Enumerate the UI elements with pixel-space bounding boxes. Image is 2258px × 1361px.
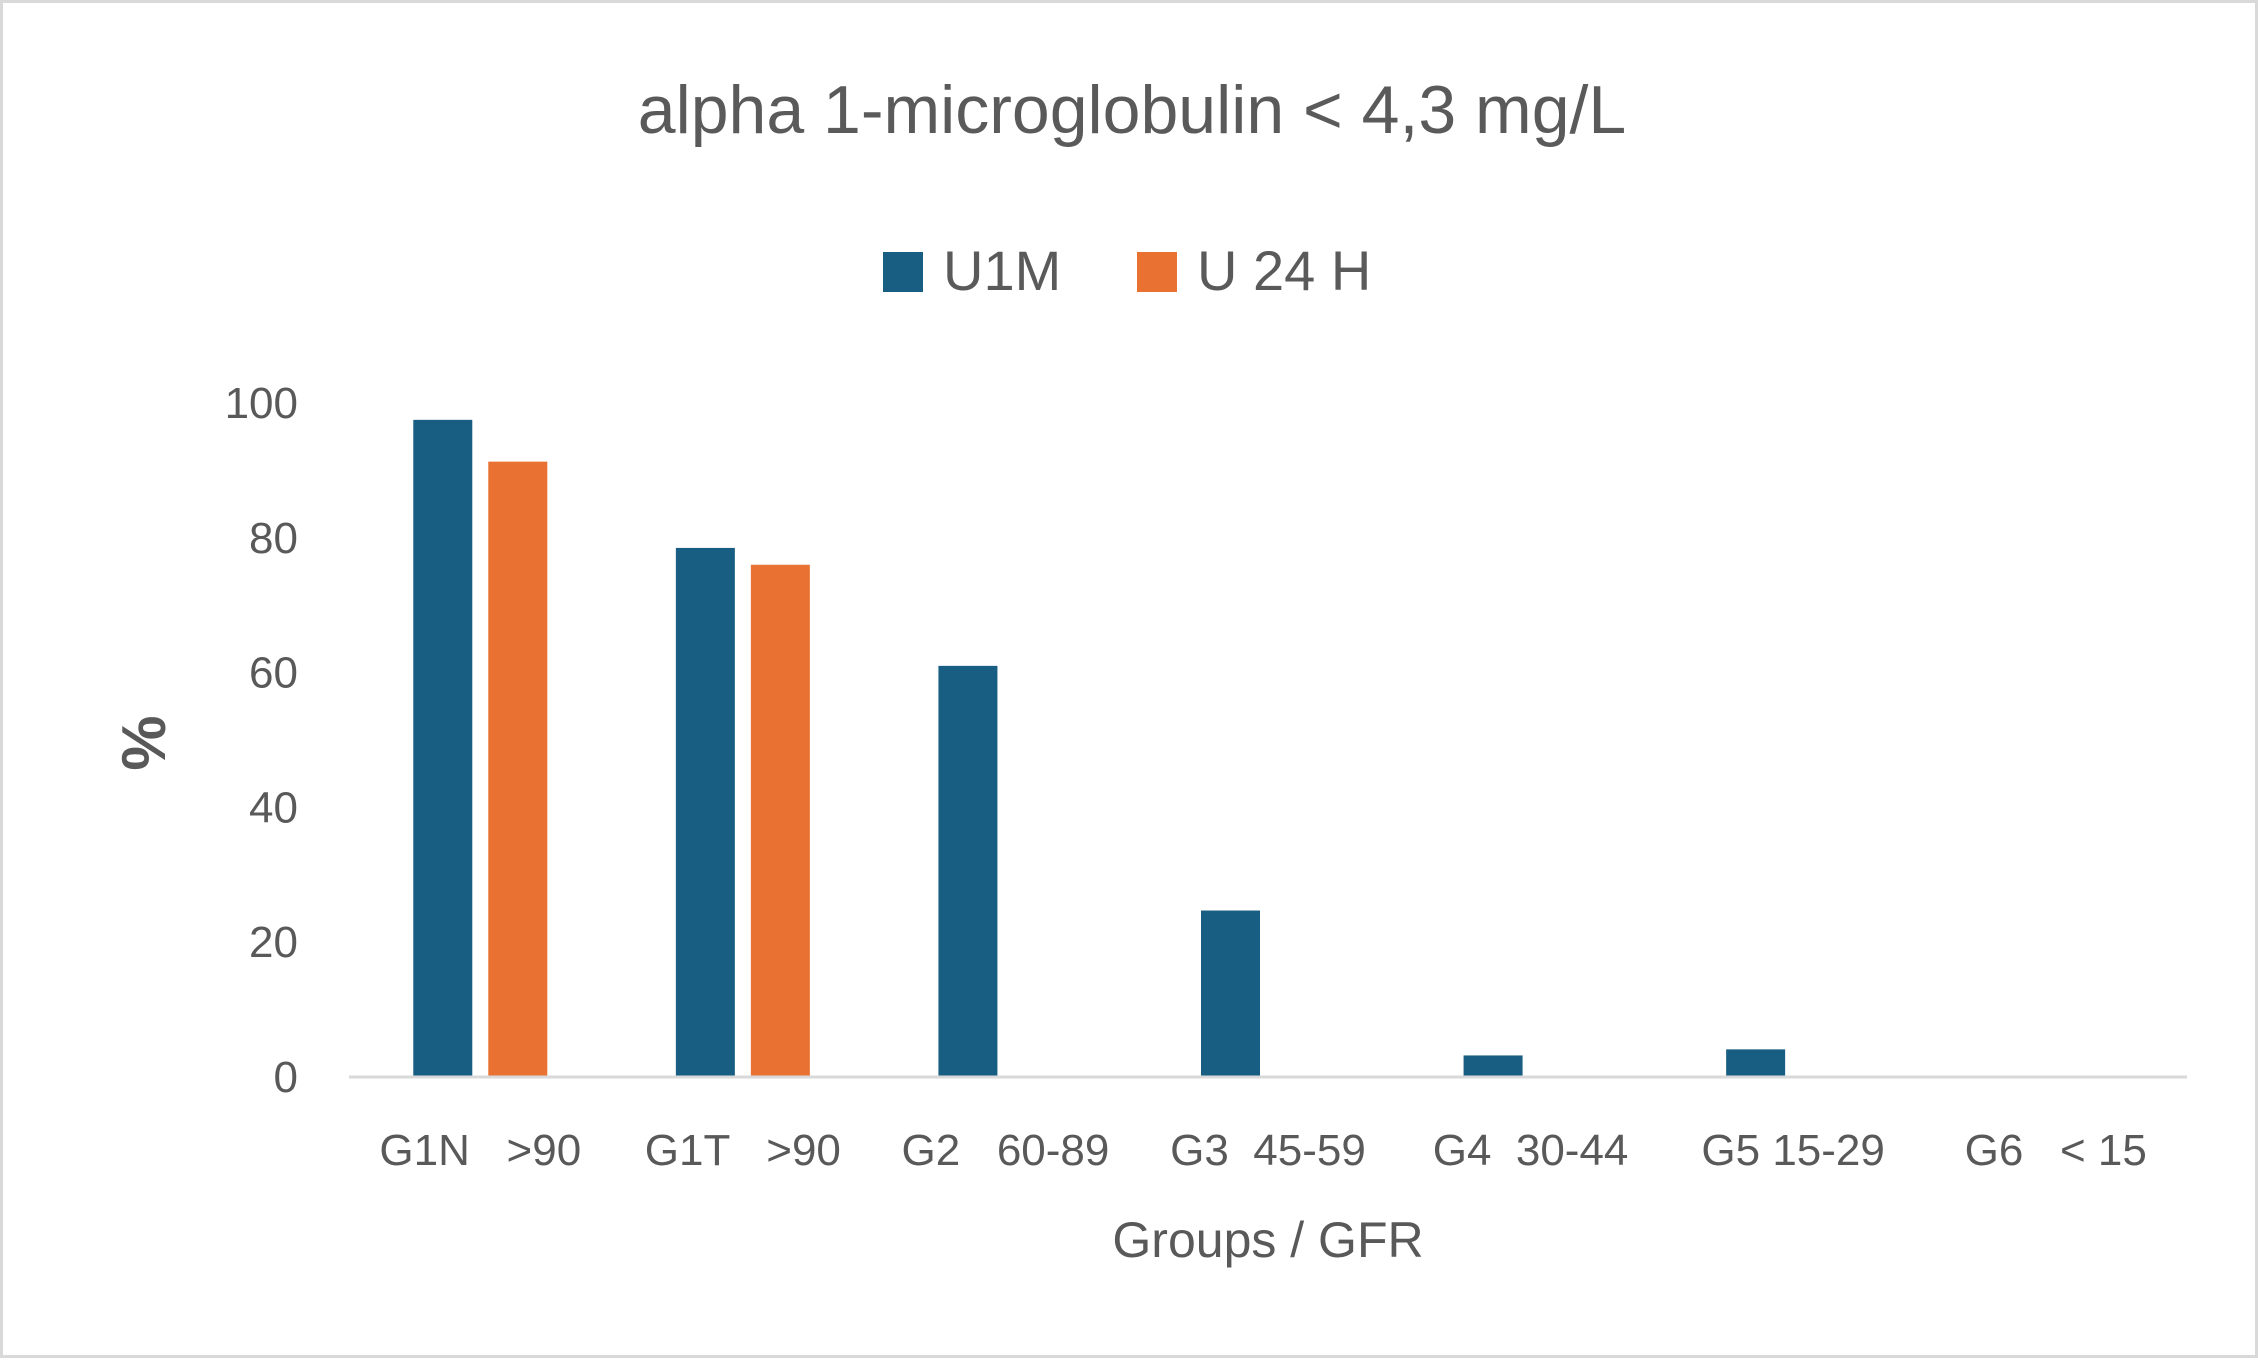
bar-u24h-1	[750, 564, 810, 1077]
x-tick-label: G5 15-29	[1701, 1126, 1884, 1175]
bar-chart: alpha 1-microglobulin < 4,3 mg/L U1M U 2…	[110, 72, 2187, 1268]
y-tick-label: 60	[249, 649, 298, 698]
y-tick-label: 100	[225, 379, 298, 428]
chart-title: alpha 1-microglobulin < 4,3 mg/L	[638, 72, 1626, 148]
legend-swatch-u24h	[1137, 252, 1177, 292]
x-tick-label: G6 < 15	[1965, 1126, 2147, 1175]
bar-u24h-0	[488, 461, 548, 1077]
legend: U1M U 24 H	[883, 239, 1371, 302]
bar-u1m-5	[1726, 1049, 1786, 1077]
bar-u1m-3	[1201, 910, 1260, 1077]
bar-u1m-2	[938, 665, 998, 1077]
x-tick-label: G2 60-89	[901, 1126, 1109, 1175]
y-tick-label: 0	[274, 1053, 298, 1102]
bars	[413, 419, 1786, 1078]
legend-label-u1m: U1M	[943, 239, 1061, 302]
y-tick-label: 40	[249, 783, 298, 832]
legend-swatch-u1m	[883, 252, 923, 292]
x-tick-label: G1N >90	[379, 1126, 581, 1175]
bar-u1m-4	[1463, 1055, 1523, 1077]
bar-u1m-1	[675, 547, 735, 1077]
x-axis-ticks: G1N >90 G1T >90 G2 60-89 G3 45-59 G4 30-44 G5…	[379, 1126, 2146, 1175]
x-tick-label: G4 30-44	[1433, 1126, 1629, 1175]
x-axis-title: Groups / GFR	[1112, 1212, 1423, 1268]
x-tick-label: G3 45-59	[1170, 1126, 1366, 1175]
x-tick-label: G1T >90	[645, 1126, 841, 1175]
y-axis-title: %	[110, 715, 179, 770]
legend-label-u24h: U 24 H	[1197, 239, 1371, 302]
y-tick-label: 20	[249, 918, 298, 967]
y-axis-ticks: 0 20 40 60 80 100	[225, 379, 298, 1102]
bar-u1m-0	[413, 419, 473, 1078]
y-tick-label: 80	[249, 514, 298, 563]
